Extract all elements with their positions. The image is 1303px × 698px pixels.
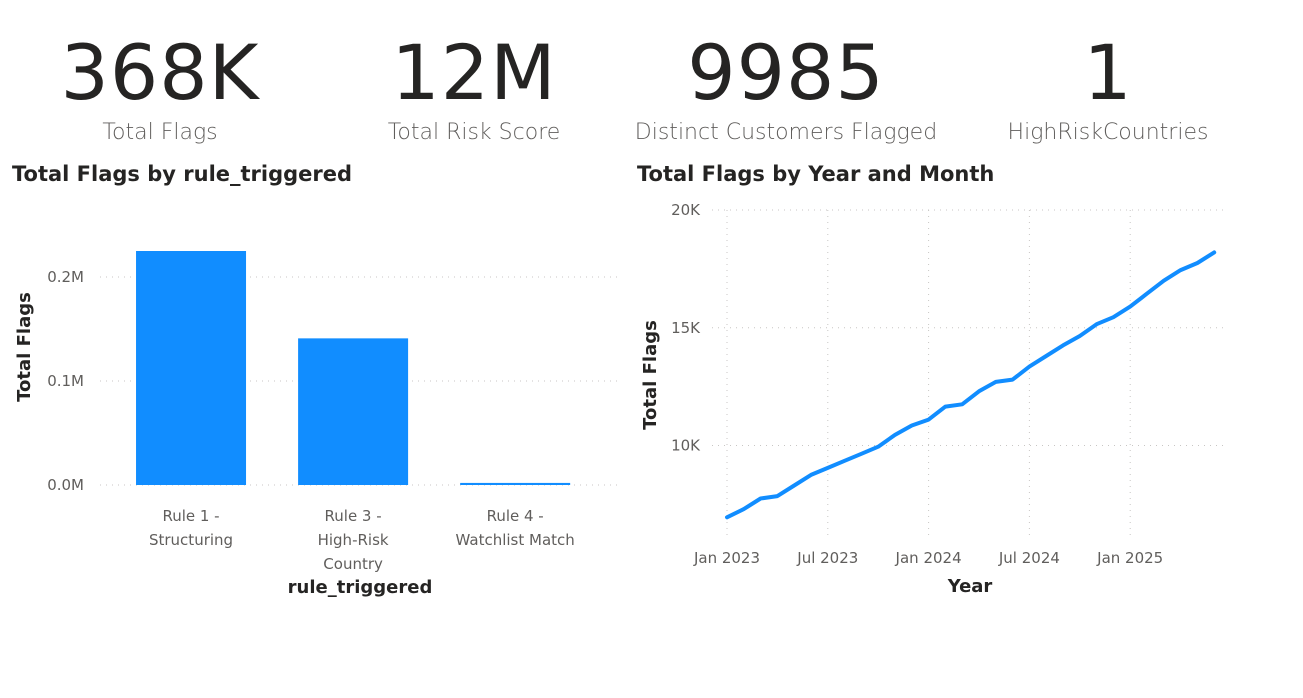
line-chart-title: Total Flags by Year and Month: [637, 162, 995, 186]
x-tick-label-line: Rule 1 -: [162, 507, 219, 525]
kpi-value: 9985: [687, 28, 885, 117]
kpi-high-risk-countries: 1 HighRiskCountries: [988, 28, 1228, 148]
x-axis-title: Year: [947, 576, 993, 597]
y-tick-label: 15K: [671, 319, 701, 337]
y-axis-title: Total Flags: [640, 320, 661, 430]
series-line[interactable]: [725, 250, 1217, 520]
x-tick-label: Rule 3 - High-Risk Country: [318, 507, 389, 573]
bar[interactable]: [136, 251, 247, 485]
bar[interactable]: [460, 482, 571, 485]
y-axis-title: Total Flags: [14, 292, 35, 402]
x-tick-label: Jan 2024: [895, 549, 962, 567]
x-tick-label-line: Watchlist Match: [456, 531, 575, 549]
kpi-label: Total Risk Score: [387, 120, 561, 145]
bar-chart: 0.0M 0.1M 0.2M Rule 1 - Structuring Rule 3 - H…: [14, 251, 620, 598]
x-tick-label: Jan 2023: [693, 549, 760, 567]
kpi-label: Total Flags: [102, 120, 218, 145]
y-tick-label: 0.1M: [47, 372, 84, 390]
bar[interactable]: [298, 338, 409, 485]
x-axis-title: rule_triggered: [288, 577, 433, 598]
x-tick-label: Jul 2024: [998, 549, 1060, 567]
kpi-value: 12M: [391, 28, 557, 117]
x-tick-label-line: Rule 3 -: [325, 507, 382, 525]
kpi-distinct-customers: 9985 Distinct Customers Flagged: [626, 28, 946, 148]
kpi-label: HighRiskCountries: [1007, 120, 1209, 145]
kpi-value: 368K: [60, 28, 260, 117]
y-tick-label: 20K: [671, 201, 701, 219]
kpi-total-risk-score: 12M Total Risk Score: [354, 28, 594, 148]
y-tick-label: 0.0M: [47, 476, 84, 494]
line-chart: 10K 15K 20K Jan 2023 Jul 2023 Jan 2024 Jul 202…: [640, 201, 1225, 597]
x-tick-label: Rule 4 - Watchlist Match: [456, 507, 575, 549]
bar-chart-title: Total Flags by rule_triggered: [12, 162, 353, 186]
x-tick-label: Rule 1 - Structuring: [149, 507, 233, 549]
x-tick-label-line: Country: [323, 555, 383, 573]
kpi-label: Distinct Customers Flagged: [634, 120, 938, 145]
kpi-total-flags: 368K Total Flags: [40, 28, 280, 148]
x-tick-label-line: High-Risk: [318, 531, 389, 549]
x-tick-label-line: Structuring: [149, 531, 233, 549]
x-tick-label-line: Rule 4 -: [487, 507, 544, 525]
y-tick-label: 0.2M: [47, 268, 84, 286]
x-tick-label: Jul 2023: [796, 549, 858, 567]
x-tick-label: Jan 2025: [1096, 549, 1163, 567]
kpi-value: 1: [1083, 28, 1133, 117]
y-tick-label: 10K: [671, 437, 701, 455]
